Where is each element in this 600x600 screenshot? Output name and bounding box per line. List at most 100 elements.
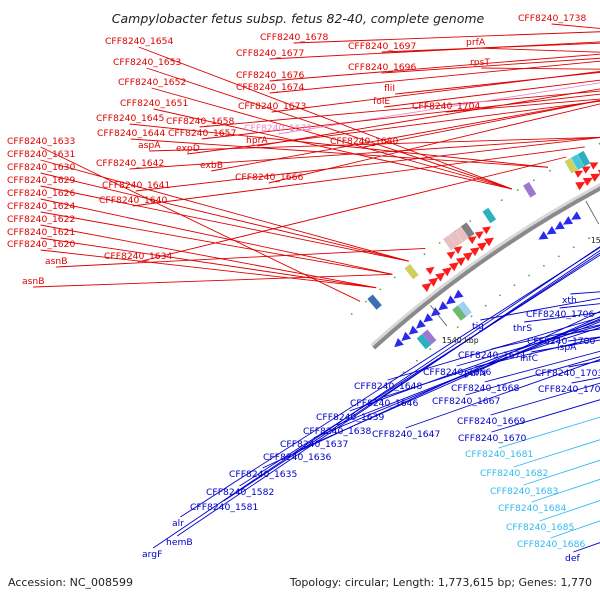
upper-label-26: expD [176,143,200,154]
tick-dot-10 [500,199,503,202]
upper-label-5: CFF8240_1677 [236,48,304,59]
gene-arrow-9 [462,252,473,262]
upper-label-6: CFF8240_1653 [113,57,181,68]
upper-label-31: CFF8240_1666 [235,172,303,183]
upper-leader-42 [33,273,393,288]
lower-label-19: CFF8240_1647 [372,429,440,440]
annotation-block-14 [577,150,591,167]
lower-label-0: xth [562,295,577,306]
upper-label-8: rpsT [470,57,490,68]
upper-label-4: prfA [466,37,486,48]
annotation-block-12 [564,157,578,174]
tick-label-0: 1540 kbp [442,336,479,345]
lower-label-2: tig [472,321,484,332]
upper-label-33: CFF8240_1641 [102,180,170,191]
lower-leader-34 [152,246,600,549]
upper-leader-18 [199,90,600,128]
upper-label-21: CFF8240_1657 [168,128,236,139]
gene-arrow-139 [423,313,434,323]
upper-leader-41 [56,247,426,268]
lower-label-27: CFF8240_1582 [206,487,274,498]
upper-label-2: CFF8240_1654 [105,36,173,47]
upper-label-14: CFF8240_1704 [412,101,480,112]
lower-label-9: purN [464,368,486,379]
lower-label-26: CFF8240_1683 [490,486,558,497]
gene-arrow-20 [590,173,600,182]
gene-arrow-142 [445,295,456,305]
gene-arrow-7 [455,257,466,267]
lower-leader-14 [383,327,600,398]
upper-label-10: CFF8240_1652 [118,77,186,88]
annotation-block-11 [523,182,537,198]
lower-label-25: CFF8240_1682 [480,468,548,479]
annotation-block-13 [571,154,584,171]
tick-dot-3 [393,276,396,279]
upper-label-36: CFF8240_1624 [7,201,75,212]
gene-arrow-143 [453,289,464,299]
upper-label-39: CFF8240_1620 [7,239,75,250]
annotation-block-10 [482,207,497,224]
tick-dot-0 [350,313,353,315]
upper-label-18: CFF8240_1658 [166,116,234,127]
upper-leader-21 [201,93,600,140]
upper-leader-29 [211,99,600,172]
upper-label-12: fliI [384,83,395,94]
upper-leader-34 [40,198,393,275]
upper-leader-16 [271,70,600,113]
tick-dot-82 [429,348,432,351]
annotation-block-6 [442,235,457,251]
annotation-block-5 [457,301,472,317]
gene-arrow-14 [484,237,495,247]
tick-dot-90 [543,264,545,267]
lower-label-17: CFF8240_1669 [457,416,525,427]
tick-dot-11 [516,189,519,192]
lower-label-31: alr [172,518,184,529]
lower-label-24: CFF8240_1635 [229,469,297,480]
gene-arrow-5 [448,262,459,272]
upper-label-1: CFF8240_1678 [260,32,328,43]
upper-label-0: CFF8240_1738 [518,13,586,24]
upper-leader-39 [40,249,377,289]
lower-label-23: CFF8240_1636 [263,452,331,463]
tick-dot-89 [528,274,530,277]
gene-arrow-10 [469,247,480,257]
tick-dot-88 [513,284,516,287]
upper-leader-38 [40,237,377,289]
upper-label-16: CFF8240_1673 [238,101,306,112]
tick-labels: 1540 kbp1560 kbp1580 kbp1600 kbp1620 kbp… [430,200,600,345]
annotation-block-3 [404,264,419,280]
feature-track [367,150,600,350]
annotation-block-4 [452,305,467,321]
lower-label-33: CFF8240_1686 [517,539,585,550]
gene-arrow-141 [438,301,449,311]
genome-backbone [372,186,600,350]
gene-arrow-147 [562,216,573,225]
lower-label-12: CFF8240_1668 [451,383,519,394]
upper-label-30: CFF8240_1630 [7,162,75,173]
upper-leader-30 [40,172,409,262]
annotation-block-9 [460,222,475,238]
lower-leader-11 [387,316,600,381]
tick-dot-8 [469,220,472,222]
lower-label-5: lspA [557,342,577,353]
upper-leader-19 [277,82,600,135]
gene-arrow-16 [575,181,586,191]
gene-arrow-144 [538,231,549,240]
gene-arrow-136 [401,331,412,342]
upper-leader-11 [269,60,600,94]
upper-label-38: CFF8240_1621 [7,227,75,238]
tick-dot-86 [484,304,487,307]
label-leaders [33,23,600,553]
tick-dot-93 [588,237,590,240]
upper-leader-9 [269,53,600,82]
upper-leader-20 [130,138,549,168]
upper-leader-35 [132,146,585,207]
topology-text: Topology: circular; Length: 1,773,615 bp… [289,576,592,589]
tick-mark-0 [430,305,448,327]
upper-leader-28 [129,136,600,170]
upper-label-37: CFF8240_1622 [7,214,75,225]
lower-leader-16 [349,319,600,412]
lower-label-30: CFF8240_1685 [506,522,574,533]
lower-leader-32 [176,250,600,537]
gene-arrow-13 [474,231,484,240]
